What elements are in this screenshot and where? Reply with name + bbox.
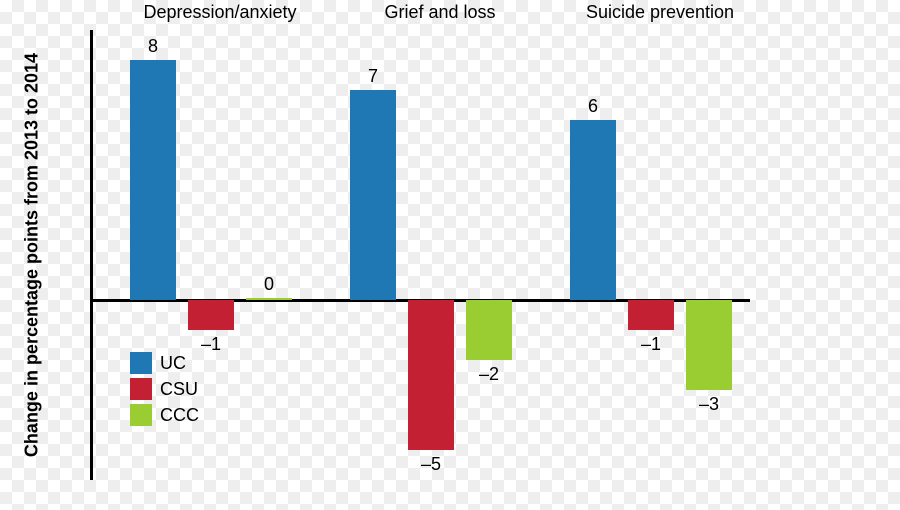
bar-uc [350, 90, 396, 300]
plot-area: Depression/anxiety8–10Grief and loss7–5–… [90, 30, 750, 480]
bar-uc [570, 120, 616, 300]
category-title: Suicide prevention [560, 2, 760, 23]
category-group: Suicide prevention6–1–3 [560, 30, 760, 480]
value-label: 8 [123, 36, 183, 57]
legend-swatch [130, 352, 152, 374]
y-axis-line [90, 30, 93, 480]
bar-csu [408, 300, 454, 450]
bar-ccc [466, 300, 512, 360]
legend-label: UC [160, 353, 186, 374]
legend-swatch [130, 404, 152, 426]
value-label: 6 [563, 96, 623, 117]
bar-ccc [686, 300, 732, 390]
legend: UC CSU CCC [130, 352, 199, 430]
category-group: Grief and loss7–5–2 [340, 30, 540, 480]
value-label: –1 [621, 334, 681, 355]
legend-swatch [130, 378, 152, 400]
legend-item: CCC [130, 404, 199, 426]
legend-label: CCC [160, 405, 199, 426]
value-label: 0 [239, 274, 299, 295]
chart-container: Change in percentage points from 2013 to… [0, 0, 900, 510]
value-label: –5 [401, 454, 461, 475]
legend-item: UC [130, 352, 199, 374]
value-label: 7 [343, 66, 403, 87]
bar-csu [628, 300, 674, 330]
bar-csu [188, 300, 234, 330]
bar-uc [130, 60, 176, 300]
category-title: Grief and loss [340, 2, 540, 23]
value-label: –2 [459, 364, 519, 385]
bar-ccc [246, 298, 292, 300]
value-label: –3 [679, 394, 739, 415]
legend-item: CSU [130, 378, 199, 400]
legend-label: CSU [160, 379, 198, 400]
category-title: Depression/anxiety [120, 2, 320, 23]
y-axis-label: Change in percentage points from 2013 to… [22, 53, 43, 457]
